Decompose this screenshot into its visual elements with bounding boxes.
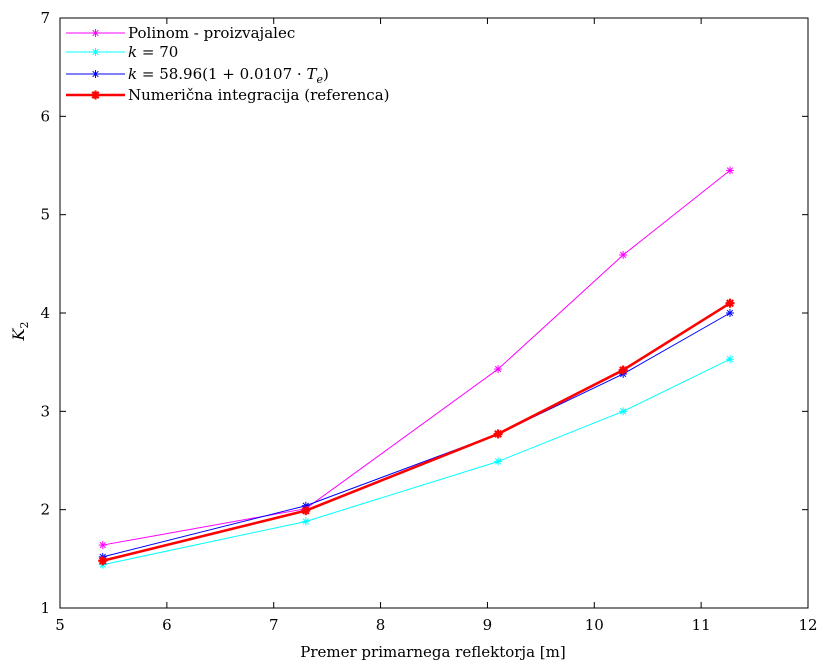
series-2 [98,355,734,569]
x-tick-label: 9 [483,616,493,634]
data-point [725,309,734,317]
svg-text:K2: K2 [9,322,31,342]
data-point [493,429,503,439]
y-tick-label: 3 [40,402,50,420]
legend-entry-3: k = 58.96(1 + 0.0107 · Te) [66,65,329,86]
series-line [102,170,731,546]
data-point [619,407,628,416]
legend-entry-label: Polinom - proizvajalec [128,24,295,42]
legend-swatch-marker [91,70,100,78]
legend-entry-2: k = 70 [66,43,178,61]
data-point [725,355,734,364]
y-tick-label: 7 [40,9,50,27]
series-line [102,358,731,566]
plot-frame [59,17,809,609]
x-tick-label: 8 [376,616,386,634]
data-point [619,250,628,259]
legend-swatch-marker [91,29,100,37]
x-tick-label: 10 [585,616,604,634]
data-point [618,365,628,375]
y-tick-label: 2 [40,501,50,519]
legend-entry-label: k = 70 [128,43,178,61]
x-tick-label: 5 [55,616,65,634]
data-point [725,166,734,175]
series-line [102,302,731,563]
legend-swatch-marker [91,90,100,100]
data-point [494,457,503,466]
y-tick-label: 5 [40,206,50,224]
data-point [301,517,310,526]
legend-swatch-marker [91,48,100,56]
series-3 [98,309,734,561]
legend-entry-label: Numerična integracija (referenca) [128,86,390,104]
y-axis-label-main: K [9,327,28,341]
series-4 [98,298,735,566]
y-axis-label-subscript: 2 [18,322,31,329]
data-point [725,298,735,308]
data-point [98,556,108,566]
legend-entry-1: Polinom - proizvajalec [66,24,295,42]
x-axis-label: Premer primarnega reflektorja [m] [300,643,565,661]
y-tick-label: 4 [40,304,50,322]
y-tick-label: 1 [40,599,50,617]
y-tick-label: 6 [40,107,50,125]
data-point [98,541,107,550]
series-1 [98,166,734,550]
legend-entry-4: Numerična integracija (referenca) [66,86,390,104]
legend-entry-label: k = 58.96(1 + 0.0107 · Te) [128,65,329,86]
x-tick-label: 12 [798,616,817,634]
data-point [494,365,503,374]
y-axis-label: K2 [9,322,31,342]
x-tick-label: 11 [692,616,711,634]
x-tick-label: 6 [162,616,172,634]
x-tick-label: 7 [269,616,279,634]
series-line [102,312,731,558]
data-point [301,506,311,516]
